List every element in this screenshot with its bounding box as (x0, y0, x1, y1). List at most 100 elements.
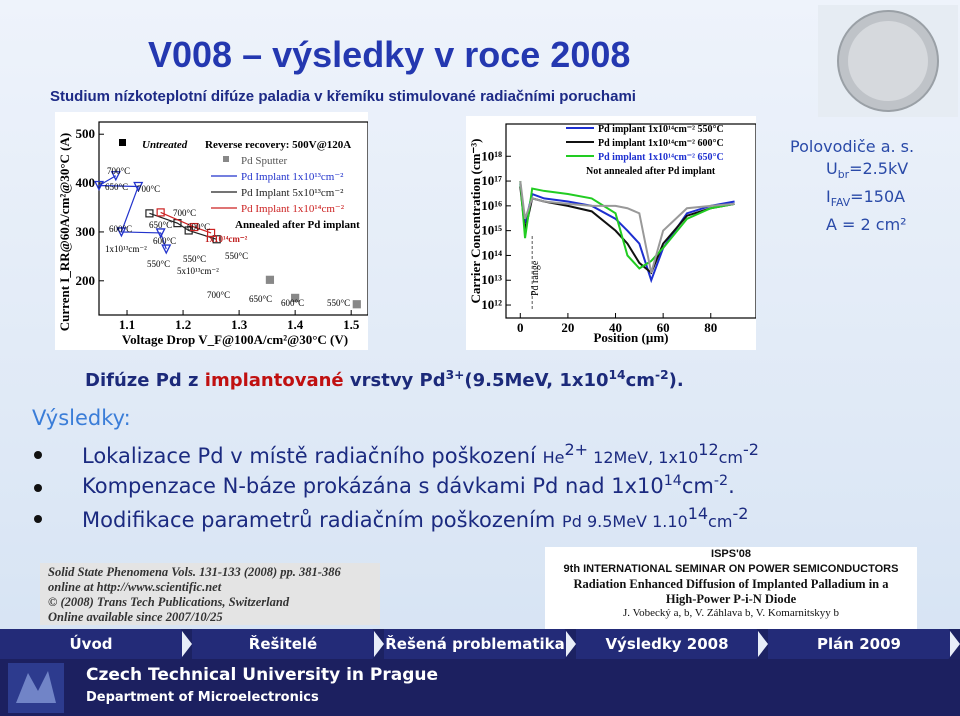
series-line (149, 212, 217, 240)
series-line (160, 211, 212, 234)
x-tick-label: 1.3 (231, 317, 248, 332)
x-tick-label: 60 (657, 320, 670, 335)
nav-tab[interactable]: Plán 2009 (768, 629, 960, 659)
ctu-logo (8, 663, 64, 713)
nav-bar: Úvod Řešitelé Řešená problematika Výsled… (0, 629, 960, 659)
chart-title: Reverse recovery: 500V@120A (205, 139, 351, 151)
series-line (519, 180, 735, 274)
marker (190, 222, 199, 232)
legend-label: Pd Implant 1x10¹⁴cm⁻² (241, 203, 345, 215)
results-heading: Výsledky: (32, 406, 131, 430)
device-info: Polovodiče a. s. Ubr=2.5kV IFAV=150A A =… (790, 136, 960, 236)
marker (291, 293, 300, 302)
marker (155, 228, 166, 239)
chart-irr-vf: 1.1 1.2 1.3 1.4 1.5 200 300 400 500 Voltage Drop … (55, 112, 368, 350)
marker (206, 228, 216, 238)
series-line (519, 180, 735, 270)
annotation: 600°C (187, 222, 210, 232)
series-line (519, 183, 735, 284)
annotation: 550°C (327, 298, 350, 308)
legend-label: Pd Implant 5x10¹³cm⁻² (241, 187, 344, 199)
ref-line: Online available since 2007/10/25 (48, 610, 223, 624)
x-tick-label: 20 (561, 320, 574, 335)
annotation: 700°C (137, 184, 160, 194)
marker (265, 275, 275, 284)
marker (145, 209, 154, 218)
ref-line: Radiation Enhanced Diffusion of Implante… (573, 577, 889, 591)
marker (161, 244, 172, 255)
annotation: Annealed after Pd implant (235, 219, 360, 231)
annotation: 1x10¹³cm⁻² (105, 244, 147, 254)
y-tick-label: 10¹⁷ (481, 173, 502, 188)
journal-reference: Solid State Phenomena Vols. 131-133 (200… (40, 563, 380, 625)
annotation: Untreated (142, 139, 188, 151)
subtitle: Studium nízkoteplotní difúze paladia v k… (50, 88, 636, 105)
y-tick-label: 10¹³ (481, 272, 502, 287)
marker (93, 180, 105, 191)
seminar-reference: ISPS'08 9th INTERNATIONAL SEMINAR ON POW… (545, 547, 917, 629)
legend-label: Pd implant 1x10¹⁴cm⁻² 650°C (598, 152, 724, 163)
x-tick-label: 80 (704, 320, 717, 335)
marker (212, 235, 221, 244)
y-tick-label: 10¹⁵ (481, 223, 502, 238)
legend-label: Pd implant 1x10¹⁴cm⁻² 600°C (598, 138, 724, 149)
annotation: 600°C (281, 298, 304, 308)
y-axis-label: Carrier Concentration (cm⁻³) (468, 138, 483, 303)
annotation: 550°C (183, 254, 206, 264)
legend-swatch (223, 156, 229, 162)
y-tick-label: 200 (76, 273, 96, 288)
ref-line: online at http://www.scientific.net (48, 580, 222, 594)
plot-frame (98, 121, 368, 316)
legend-label: Not annealed after Pd implant (586, 166, 716, 177)
y-axis-label: Current I_RR@60A/cm²@30°C (A) (57, 133, 72, 331)
bullet: Kompenzace N-báze prokázána s dávkami Pd… (30, 473, 735, 498)
ifav: IFAV=150A (826, 187, 906, 210)
ref-line: ISPS'08 (711, 548, 751, 560)
y-tick-label: 10¹⁸ (481, 148, 502, 163)
x-tick-label: 1.4 (287, 317, 304, 332)
annotation: 700°C (173, 208, 196, 218)
ref-line: High-Power P-i-N Diode (665, 592, 797, 606)
device-photo (818, 5, 958, 117)
annotation: 650°C (149, 220, 172, 230)
x-tick-label: 1.2 (175, 317, 191, 332)
annotation: 650°C (105, 182, 128, 192)
x-tick-label: 0 (517, 320, 524, 335)
annotation: 1x10¹⁴cm⁻² (205, 234, 248, 244)
y-tick-label: 10¹⁶ (481, 198, 502, 213)
marker (133, 181, 144, 192)
y-tick-label: 10¹⁴ (481, 247, 502, 262)
annotation: 5x10¹³cm⁻² (177, 266, 219, 276)
chart-concentration: 0 20 40 60 80 10¹² 10¹³ 10¹⁴ 10¹⁵ 10¹⁶ 10¹⁷ 10¹⁸ Pos… (466, 116, 756, 350)
x-tick-label: 1.1 (119, 317, 135, 332)
ubr: Ubr=2.5kV (826, 159, 909, 182)
company: Polovodiče a. s. (790, 137, 915, 156)
marker (110, 171, 121, 182)
bullet: Lokalizace Pd v místě radiačního poškoze… (30, 440, 759, 468)
marker (116, 227, 127, 238)
title: V008 – výsledky v roce 2008 (148, 34, 631, 75)
ref-line: 9th INTERNATIONAL SEMINAR ON POWER SEMIC… (563, 563, 899, 575)
annotation: Pd range (530, 260, 541, 296)
nav-tab[interactable]: Výsledky 2008 (576, 629, 768, 659)
x-axis-label: Position (µm) (593, 330, 668, 345)
annotation: 650°C (249, 294, 272, 304)
annotation: 700°C (107, 166, 130, 176)
department: Department of Microelectronics (86, 690, 319, 705)
intro: Difúze Pd z implantované vrstvy Pd3+(9.5… (85, 368, 684, 391)
annotation: 600°C (109, 224, 132, 234)
y-tick-label: 10¹² (481, 297, 502, 312)
legend-label: Pd Implant 1x10¹³cm⁻² (241, 171, 344, 183)
ref-line: © (2008) Trans Tech Publications, Switze… (48, 595, 290, 609)
y-tick-label: 500 (76, 126, 96, 141)
nav-tab[interactable]: Řešitelé (192, 629, 384, 659)
annotation: 700°C (207, 290, 230, 300)
marker (352, 300, 361, 309)
legend-label: Pd Sputter (241, 155, 287, 167)
marker (156, 208, 165, 217)
footer: Czech Technical University in Prague Dep… (0, 659, 960, 716)
nav-tab[interactable]: Řešená problematika (384, 629, 576, 659)
legend-label: Pd implant 1x10¹⁴cm⁻² 550°C (598, 124, 724, 135)
nav-tab[interactable]: Úvod (0, 629, 192, 659)
